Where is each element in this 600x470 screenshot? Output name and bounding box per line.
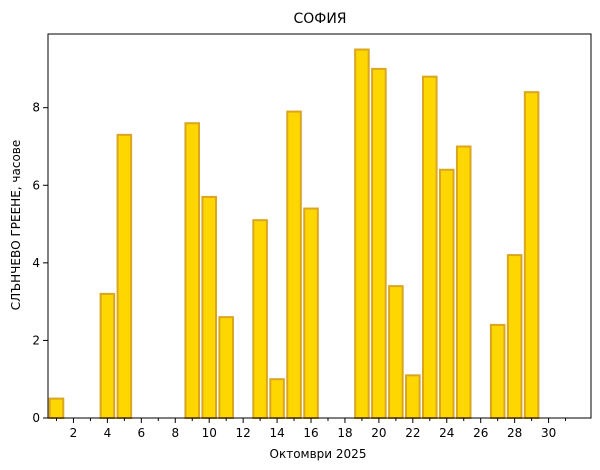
y-axis-ticks: 0 2 4 6 8 — [32, 101, 48, 425]
bar-day-14 — [269, 378, 285, 420]
x-tick-label: 14 — [269, 426, 284, 440]
x-tick-label: 2 — [70, 426, 78, 440]
y-axis-label: СЛЪНЧЕВО ГРЕЕНЕ, часове — [9, 140, 23, 311]
bar-day-22 — [405, 374, 421, 420]
bar-day-23 — [422, 75, 438, 420]
bar-day-19 — [354, 48, 370, 420]
bar-day-24 — [438, 168, 455, 419]
x-axis-label: Октомври 2025 — [270, 447, 367, 461]
bar-day-15 — [286, 110, 302, 420]
y-tick-label: 8 — [32, 101, 40, 115]
y-tick-label: 6 — [32, 178, 40, 192]
bar-day-20 — [371, 67, 387, 419]
bar-day-10 — [201, 195, 217, 419]
x-tick-label: 16 — [303, 426, 318, 440]
x-axis-ticks: 2 4 6 8 10 12 14 16 18 20 22 24 26 28 30 — [55, 418, 567, 440]
x-tick-label: 4 — [104, 426, 112, 440]
bar-day-27 — [489, 323, 506, 419]
x-tick-label: 20 — [371, 426, 386, 440]
bar-day-9 — [184, 122, 201, 419]
x-tick-label: 18 — [337, 426, 352, 440]
y-tick-label: 4 — [32, 256, 40, 270]
bars-group — [48, 48, 540, 420]
x-tick-label: 30 — [541, 426, 556, 440]
bar-day-4 — [99, 292, 116, 419]
bar-day-1 — [48, 397, 65, 419]
bar-day-11 — [218, 316, 234, 420]
bar-day-29 — [523, 91, 540, 419]
x-tick-label: 6 — [138, 426, 146, 440]
plot-frame — [47, 33, 592, 419]
x-tick-label: 22 — [405, 426, 420, 440]
bar-day-21 — [388, 285, 404, 419]
bar-day-5 — [116, 133, 133, 419]
bar-day-25 — [455, 145, 472, 419]
x-tick-label: 28 — [507, 426, 522, 440]
x-tick-label: 10 — [202, 426, 217, 440]
bar-day-28 — [506, 254, 523, 419]
chart-title: СОФИЯ — [293, 11, 346, 27]
y-tick-label: 2 — [32, 333, 40, 347]
y-tick-label: 0 — [32, 411, 40, 425]
x-tick-label: 24 — [439, 426, 454, 440]
x-tick-label: 8 — [171, 426, 179, 440]
bar-day-13 — [252, 219, 268, 419]
x-tick-label: 26 — [473, 426, 488, 440]
bar-day-16 — [303, 207, 319, 419]
x-tick-label: 12 — [236, 426, 251, 440]
